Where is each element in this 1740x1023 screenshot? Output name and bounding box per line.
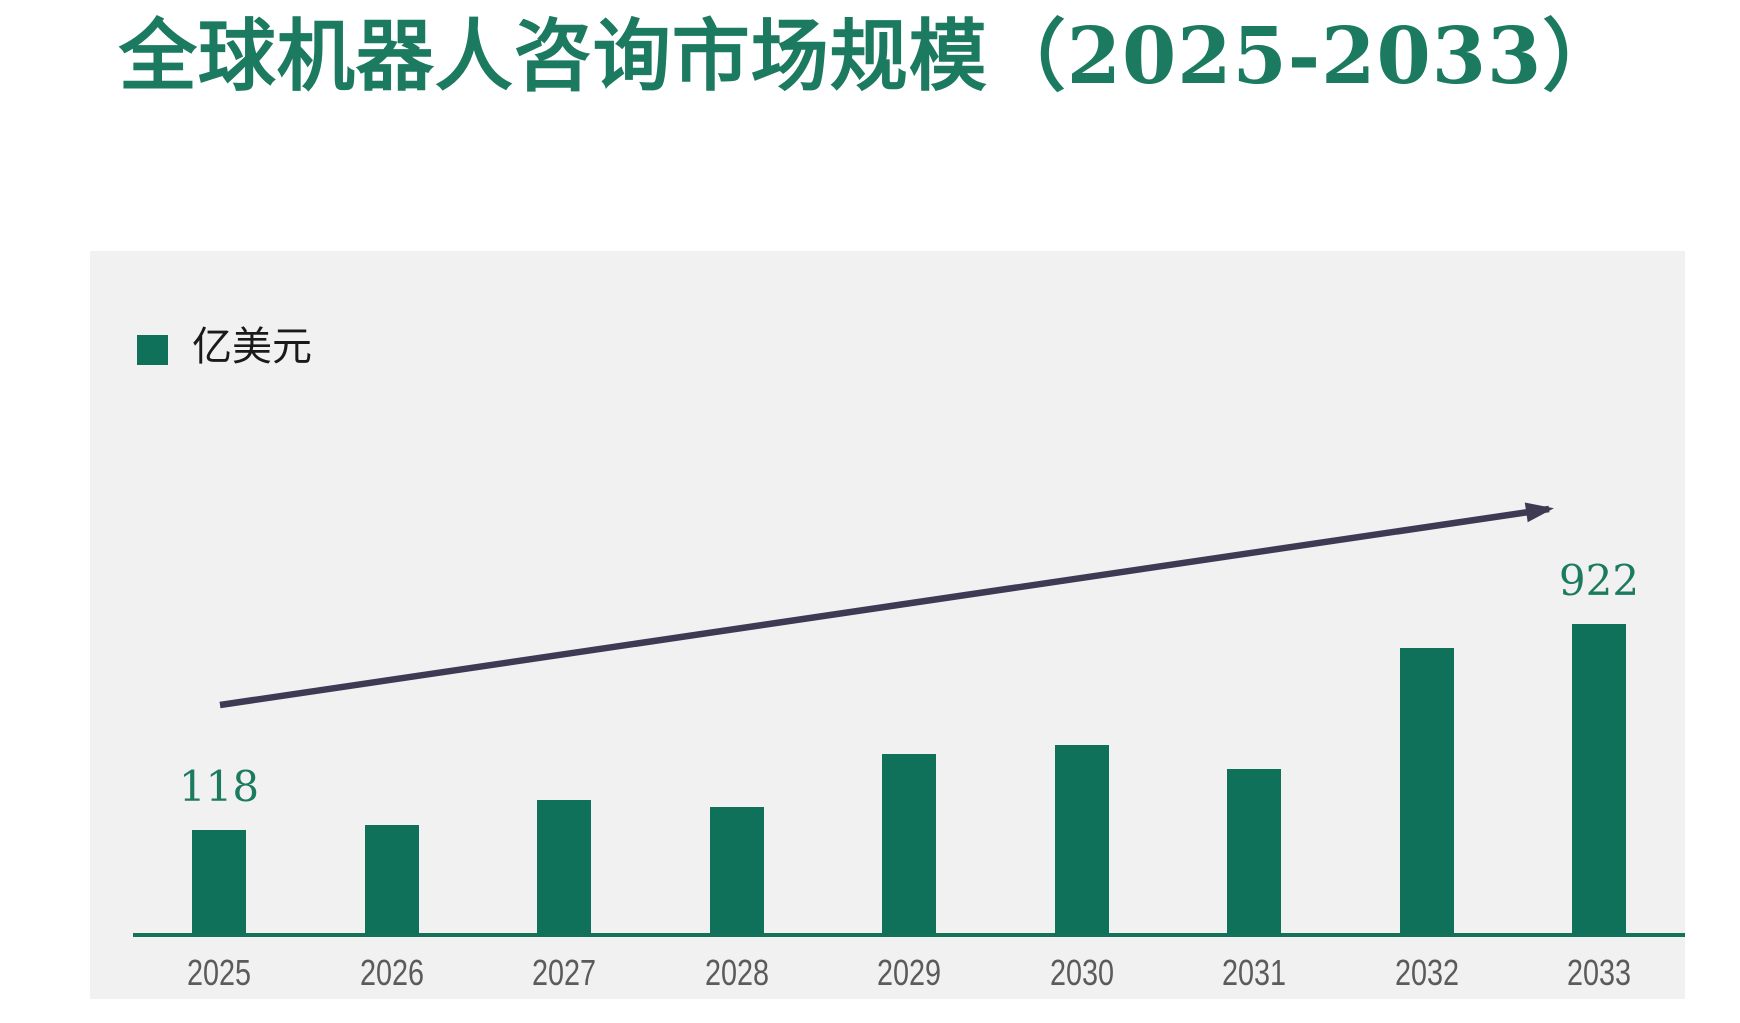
x-axis-label-2033: 2033 [1566,952,1632,993]
legend-swatch-icon [137,335,168,365]
bar-2027 [537,800,591,935]
value-label-2033: 922 [1558,556,1640,605]
bar-2029 [882,754,936,935]
x-axis-label-2032: 2032 [1394,952,1459,993]
value-label-2025: 118 [178,762,260,811]
plot-area: 2025 2026 2027 2028 2029 2030 2031 2032 2033 118 9… [90,251,1685,999]
x-axis-label-2027: 2027 [531,952,597,993]
legend-unit-label: 亿美元 [192,324,312,370]
x-axis-baseline [133,933,1685,937]
bar-2030 [1054,745,1109,935]
x-axis-label-2025: 2025 [186,952,252,993]
x-axis-label-2030: 2030 [1049,952,1114,993]
bar-2025 [192,830,246,935]
chart-title: 全球机器人咨询市场规模（2025-2033） [118,11,1622,102]
legend: 亿美元 [137,323,312,371]
chart-panel: 亿美元 2025 2026 2027 2028 2029 2030 2031 2032 2033… [90,251,1685,999]
bar-2026 [364,825,419,935]
bar-2032 [1399,648,1454,935]
bar-2031 [1227,769,1281,935]
x-axis-label-2026: 2026 [359,952,424,993]
x-axis-label-2029: 2029 [876,952,942,993]
bar-2028 [709,807,764,935]
x-axis-label-2031: 2031 [1221,952,1287,993]
bar-2033 [1572,624,1626,935]
x-axis-label-2028: 2028 [704,952,769,993]
